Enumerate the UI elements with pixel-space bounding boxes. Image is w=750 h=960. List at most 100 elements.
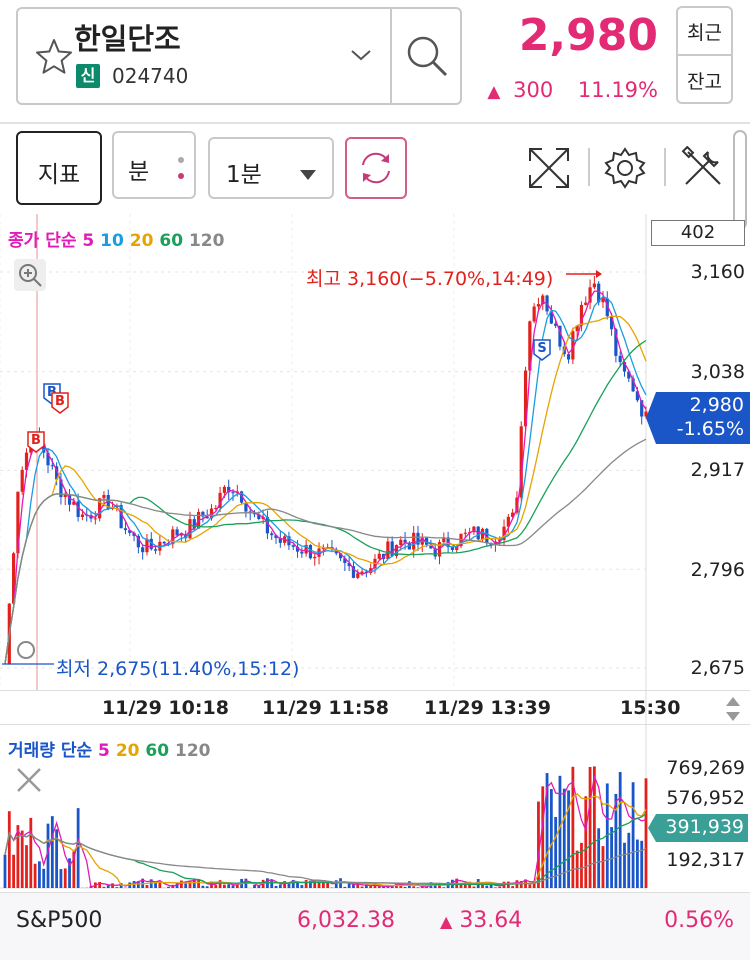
volume-bar [235, 884, 239, 888]
volume-bar [214, 885, 218, 888]
resize-handle-icon[interactable] [724, 695, 742, 723]
candle-body [575, 325, 579, 332]
candle-body [222, 486, 227, 493]
candle-body [511, 512, 515, 517]
current-price-tag: 2,980 -1.65% [646, 392, 750, 444]
volume-bar [16, 825, 20, 888]
index-name: S&P500 [16, 908, 103, 933]
volume-bar [356, 884, 360, 888]
volume-bar [459, 884, 463, 888]
divider [0, 122, 750, 124]
volume-bar [558, 775, 562, 888]
current-price-tag-value: 2,980 [689, 394, 744, 416]
volume-bar [68, 858, 71, 888]
candle-body [635, 391, 639, 401]
volume-ma-line [4, 774, 647, 889]
balance-button[interactable]: 잔고 [687, 71, 722, 93]
volume-y-tick: 576,952 [666, 787, 745, 809]
volume-bar [618, 771, 622, 888]
volume-bar [549, 789, 553, 888]
candle-body [640, 400, 644, 417]
ma-legend-prefix: 종가 단순 [8, 231, 77, 251]
interval-select[interactable]: 1분 [208, 137, 334, 199]
candle-body [50, 465, 54, 467]
candle-body [162, 541, 166, 544]
volume-bar [360, 886, 364, 888]
candle-body [63, 494, 67, 498]
candle-body [261, 516, 265, 520]
candle-body [257, 514, 261, 520]
volume-bar [179, 880, 183, 888]
volume-bar [373, 885, 377, 888]
stock-name[interactable]: 한일단조 [74, 22, 181, 56]
volume-y-tick: 769,269 [666, 757, 745, 779]
current-volume-value: 391,939 [665, 816, 744, 838]
volume-bar [511, 886, 515, 888]
candle-body [554, 323, 558, 326]
vol-ma-60: 60 [145, 741, 170, 761]
volume-bar [601, 846, 605, 888]
minute-button[interactable]: 분 [112, 131, 196, 199]
candle-body [609, 316, 614, 330]
credit-badge: 신 [76, 64, 100, 88]
volume-bar [313, 879, 317, 888]
candle-body [592, 283, 596, 288]
candle-body [55, 466, 59, 480]
volume-bar [537, 801, 540, 888]
volume-bar [223, 884, 226, 888]
indicator-button[interactable]: 지표 [16, 131, 102, 205]
dropdown-chevron-icon[interactable] [350, 47, 372, 63]
close-icon[interactable] [14, 765, 44, 795]
volume-bar [588, 766, 592, 888]
candle-body [377, 553, 381, 559]
candle-body [321, 548, 325, 550]
x-tick: 11/29 11:58 [262, 697, 389, 719]
candle-body [171, 529, 175, 545]
volume-bar [102, 886, 106, 888]
info-box: 402 [651, 220, 745, 246]
max-arrow-head [596, 270, 602, 278]
candle-body [579, 304, 584, 326]
volume-bar [72, 851, 76, 888]
volume-bar [175, 883, 179, 888]
interval-value: 1분 [226, 162, 262, 188]
candle-body [231, 492, 235, 494]
price-chart[interactable]: BBBS [0, 214, 750, 894]
favorite-star-icon[interactable] [34, 37, 74, 77]
price-change: ▲ 300 11.19% [470, 78, 658, 102]
candle-body [265, 516, 270, 534]
index-ticker-bar[interactable] [0, 893, 750, 960]
candle-body [72, 501, 76, 505]
search-icon[interactable] [404, 33, 450, 79]
candle-body [584, 302, 588, 305]
volume-bar [253, 884, 256, 888]
fullscreen-icon[interactable] [526, 145, 572, 191]
recent-button[interactable]: 최근 [687, 22, 722, 44]
stock-selector[interactable] [16, 7, 462, 105]
candle-body [278, 538, 282, 543]
candle-body [463, 532, 467, 534]
tools-icon[interactable] [680, 145, 724, 190]
max-price-annotation: 최고 3,160(−5.70%,14:49) [306, 268, 554, 290]
candle-body [347, 563, 351, 567]
candle-body [128, 530, 132, 533]
recent-balance-toggle[interactable]: 최근 잔고 [676, 6, 733, 104]
candle-body [416, 532, 420, 545]
volume-bar [386, 886, 390, 888]
candle-body [300, 551, 304, 554]
candle-body [141, 547, 145, 553]
candle-body [153, 549, 158, 551]
candle-body [338, 553, 343, 559]
volume-bar [326, 882, 330, 888]
zoom-in-icon[interactable] [14, 259, 46, 291]
candle-body [240, 491, 244, 503]
settings-gear-icon[interactable] [603, 146, 647, 190]
volume-bar [631, 782, 635, 888]
volume-bar [106, 885, 110, 888]
refresh-button[interactable] [345, 137, 407, 199]
index-rate: 0.56% [664, 908, 734, 933]
candle-body [622, 361, 627, 372]
volume-bar [7, 811, 11, 888]
volume-bar [76, 808, 80, 888]
candle-body [558, 325, 562, 347]
